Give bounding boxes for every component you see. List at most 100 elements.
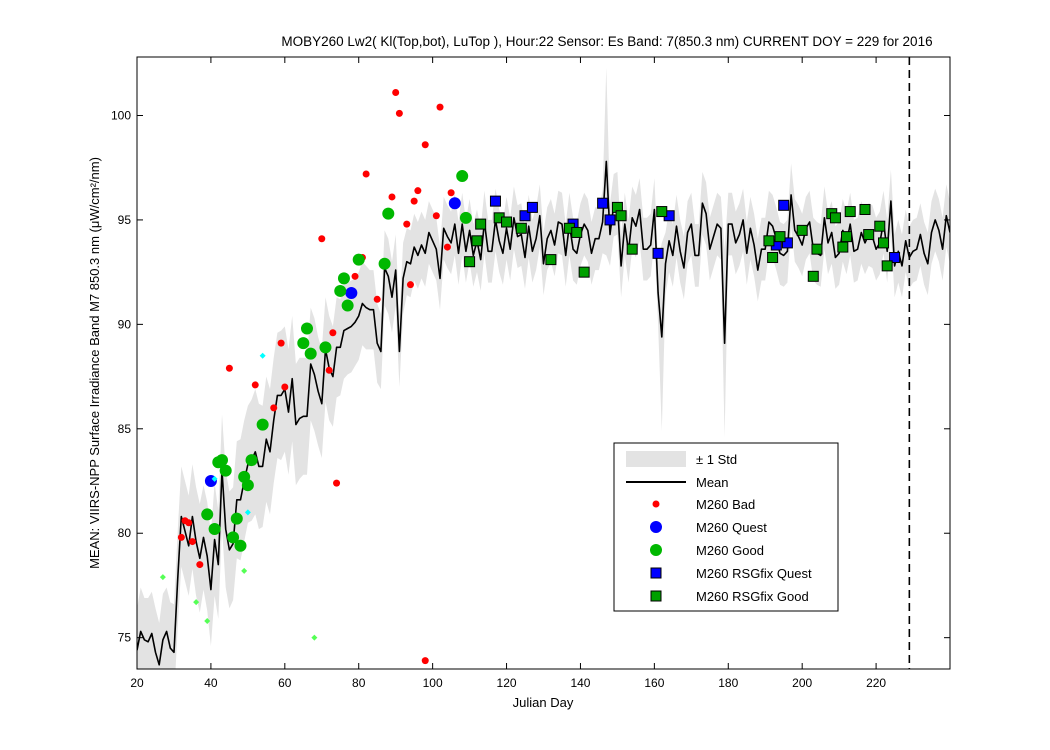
- data-point: [204, 617, 211, 624]
- data-point: [763, 235, 775, 247]
- data-point: [245, 454, 258, 467]
- data-point: [378, 257, 391, 270]
- series-2-markers: [201, 170, 472, 552]
- data-point: [519, 210, 531, 222]
- data-point: [889, 252, 901, 264]
- std-band-layer: [137, 67, 950, 669]
- data-point: [475, 218, 487, 230]
- data-point: [193, 599, 200, 606]
- data-point: [395, 109, 403, 117]
- data-point: [201, 508, 214, 521]
- x-tick-label: 100: [423, 676, 443, 690]
- legend-label-rsg-quest: M260 RSGfix Quest: [696, 566, 812, 581]
- data-point: [318, 235, 326, 243]
- data-point: [421, 141, 429, 149]
- data-point: [234, 539, 247, 552]
- legend-symbol-rsg-good: [650, 590, 662, 602]
- legend-label-mean: Mean: [696, 475, 729, 490]
- data-point: [304, 347, 317, 360]
- data-point: [281, 383, 289, 391]
- data-point: [388, 193, 396, 201]
- data-point: [244, 509, 251, 516]
- data-point: [844, 206, 856, 218]
- legend: ± 1 Std Mean M260 Bad M260 Quest M260 Go…: [613, 442, 839, 612]
- data-point: [781, 237, 793, 249]
- data-point: [225, 364, 233, 372]
- series-5-markers: [159, 567, 318, 641]
- data-point: [325, 366, 333, 374]
- data-point: [227, 531, 240, 544]
- data-point: [337, 272, 350, 285]
- data-point: [778, 199, 790, 211]
- data-point: [392, 89, 400, 97]
- data-point: [459, 211, 472, 224]
- data-point: [877, 237, 889, 249]
- legend-symbol-rsg-quest: [650, 567, 662, 579]
- data-point: [362, 170, 370, 178]
- data-point: [874, 220, 886, 232]
- data-point: [230, 512, 243, 525]
- legend-label-quest: M260 Quest: [696, 520, 767, 535]
- data-point: [345, 287, 358, 300]
- data-point: [329, 329, 337, 337]
- data-point: [837, 241, 849, 253]
- x-tick-label: 80: [352, 676, 366, 690]
- data-point: [341, 299, 354, 312]
- tick-labels-layer: 20 40 60 80 100 120 140 160 180 200 220 75 80 85 90 95 1…: [111, 108, 886, 690]
- data-point: [432, 212, 440, 220]
- legend-label-std: ± 1 Std: [696, 452, 737, 467]
- data-point: [796, 224, 808, 236]
- data-point: [256, 418, 269, 431]
- legend-symbol-std-band: [626, 451, 686, 467]
- data-point: [526, 201, 538, 213]
- data-point: [219, 464, 232, 477]
- data-point: [352, 253, 365, 266]
- data-point: [297, 337, 310, 350]
- x-tick-label: 40: [204, 676, 218, 690]
- x-tick-label: 120: [497, 676, 517, 690]
- data-point: [829, 212, 841, 224]
- data-point: [841, 231, 853, 243]
- data-point: [464, 256, 476, 268]
- x-tick-label: 180: [718, 676, 738, 690]
- series-1-markers: [204, 197, 461, 488]
- data-point: [489, 195, 501, 207]
- legend-label-rsg-good: M260 RSGfix Good: [696, 589, 809, 604]
- data-point: [448, 197, 461, 210]
- y-tick-label: 95: [118, 213, 132, 227]
- markers-layer: [159, 89, 901, 665]
- data-point: [241, 567, 248, 574]
- data-point: [456, 170, 469, 183]
- data-point: [300, 322, 313, 335]
- data-point: [334, 284, 347, 297]
- y-tick-label: 75: [118, 631, 132, 645]
- data-point: [215, 454, 228, 467]
- chart-title: MOBY260 Lw2( Kl(Top,bot), LuTop ), Hour:…: [281, 34, 932, 49]
- data-point: [471, 235, 483, 247]
- x-axis-title: Julian Day: [513, 695, 574, 710]
- data-point: [811, 243, 823, 255]
- ticks-layer: [136, 57, 950, 669]
- data-point: [270, 404, 278, 412]
- data-point: [774, 231, 786, 243]
- data-point: [767, 252, 779, 264]
- data-point: [406, 281, 414, 289]
- data-point: [277, 339, 285, 347]
- legend-symbol-quest: [650, 521, 662, 533]
- data-point: [597, 197, 609, 209]
- data-point: [545, 254, 557, 266]
- legend-label-good: M260 Good: [696, 543, 764, 558]
- data-point: [333, 479, 341, 487]
- data-point: [652, 247, 664, 259]
- data-point: [807, 270, 819, 282]
- data-point: [319, 341, 332, 354]
- data-point: [443, 243, 451, 251]
- data-point: [436, 103, 444, 111]
- data-point: [626, 243, 638, 255]
- data-point: [211, 475, 218, 482]
- x-tick-label: 200: [792, 676, 812, 690]
- x-tick-label: 60: [278, 676, 292, 690]
- y-tick-label: 100: [111, 108, 131, 122]
- x-tick-label: 140: [570, 676, 590, 690]
- y-tick-label: 90: [118, 317, 132, 331]
